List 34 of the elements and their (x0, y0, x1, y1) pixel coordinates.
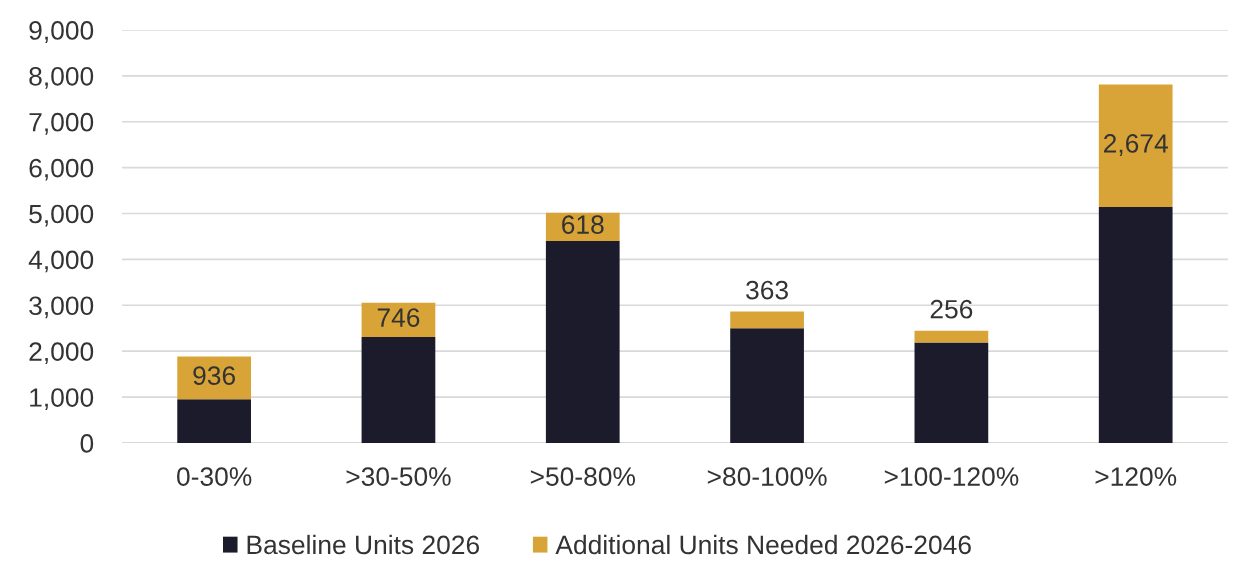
y-tick-label: 7,000 (29, 112, 94, 135)
data-label: 363 (746, 280, 788, 300)
x-tick-label: >120% (1095, 467, 1177, 486)
y-tick-label: 0 (80, 434, 94, 453)
y-tick-label: 6,000 (29, 158, 94, 181)
data-label: 618 (562, 215, 604, 234)
x-tick-label: >30-50% (346, 467, 451, 486)
y-tick-label: 1,000 (30, 388, 94, 410)
bar (177, 399, 251, 443)
x-tick-label: >100-120% (884, 467, 1019, 486)
bar (730, 328, 804, 443)
x-tick-label: 0-30% (177, 467, 252, 486)
legend-label: Baseline Units 2026 (247, 534, 479, 555)
bar (914, 330, 989, 343)
y-tick-label: 3,000 (29, 296, 94, 319)
x-tick-label: >50-80% (530, 467, 635, 486)
data-label: 256 (930, 299, 973, 319)
data-label: 936 (193, 366, 235, 385)
y-tick-label: 5,000 (29, 204, 94, 227)
x-tick-label: >80-100% (707, 467, 827, 486)
y-tick-label: 2,000 (29, 342, 94, 365)
bar (545, 241, 620, 443)
bar (1098, 207, 1173, 443)
y-tick-label: 8,000 (29, 66, 94, 89)
data-label: 746 (377, 308, 420, 327)
y-tick-label: 4,000 (28, 250, 94, 273)
bar (177, 356, 251, 400)
bar (730, 311, 804, 329)
y-tick-label: 9,000 (29, 21, 94, 43)
data-label: 2,674 (1104, 134, 1168, 156)
bar (1098, 84, 1173, 208)
bar (361, 336, 436, 443)
bar (914, 342, 989, 443)
legend-label: Additional Units Needed 2026-2046 (555, 534, 971, 555)
